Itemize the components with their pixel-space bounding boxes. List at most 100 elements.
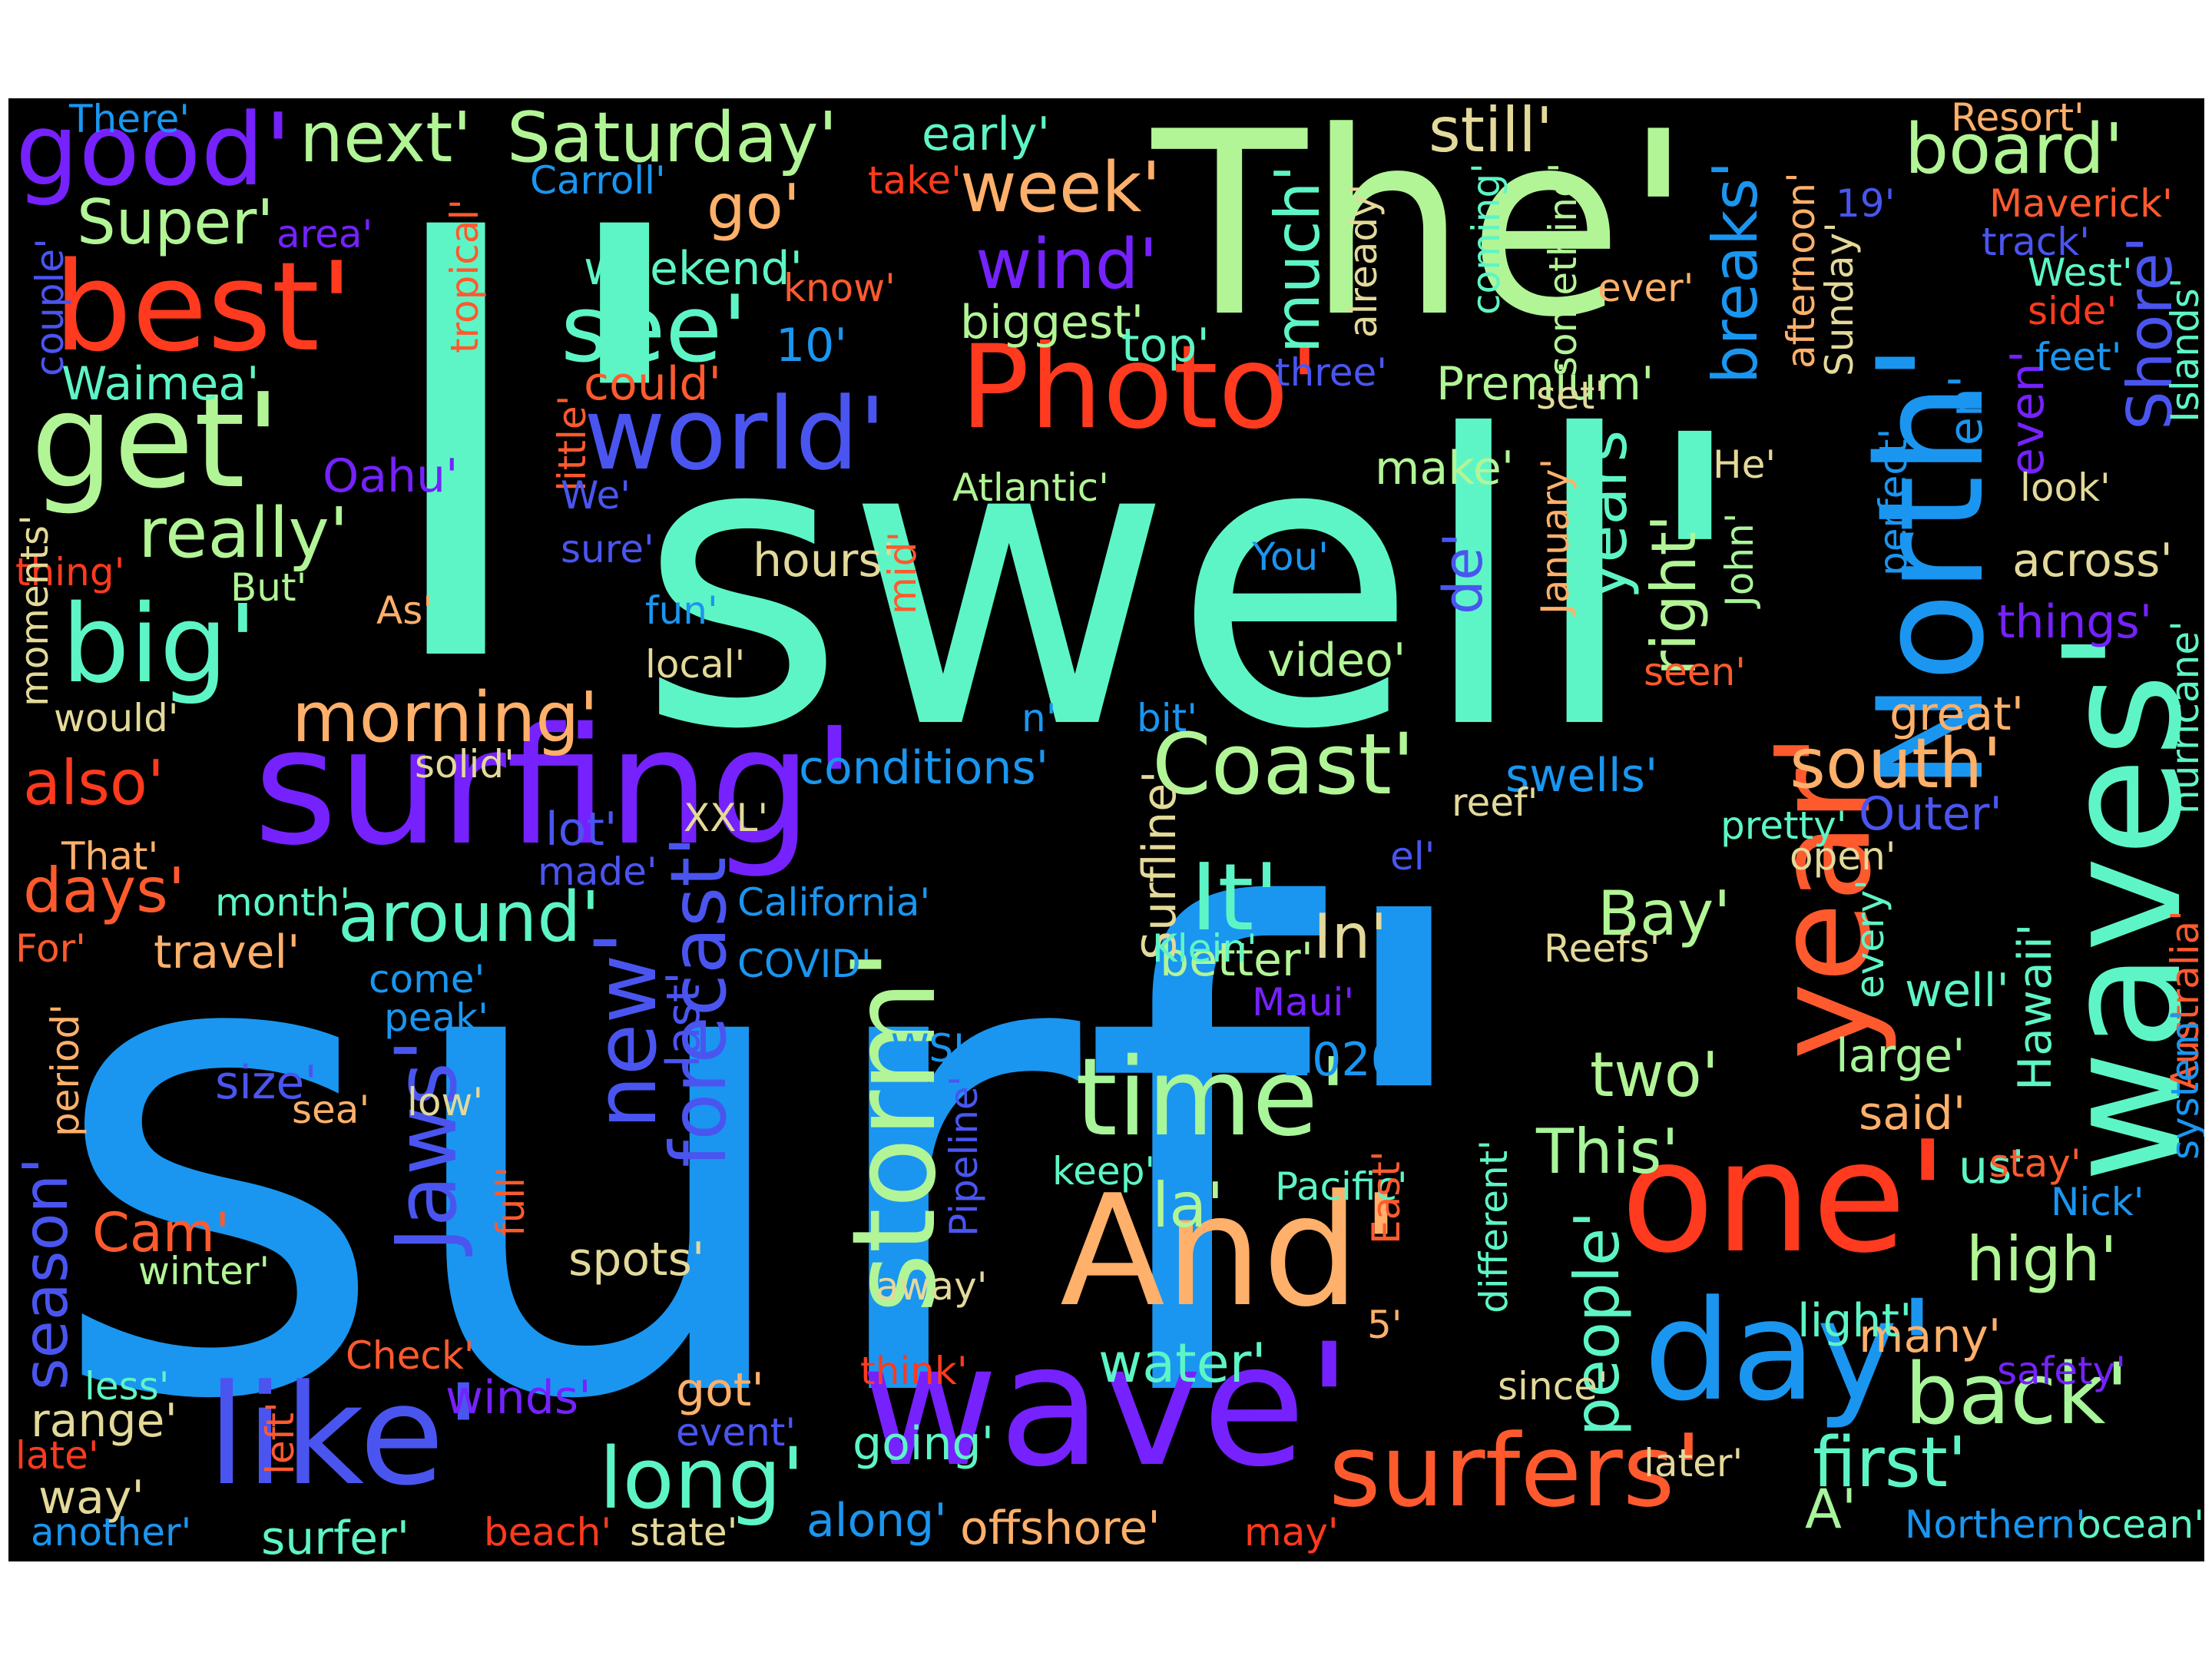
cloud-word: pretty' [1720, 803, 1847, 848]
cloud-word: something' [1541, 162, 1585, 376]
cloud-word: morning' [292, 677, 599, 758]
cloud-word: time' [1075, 1035, 1348, 1161]
cloud-word: Oahu' [323, 449, 459, 503]
cloud-word: would' [54, 696, 179, 740]
cloud-word: You' [1252, 535, 1329, 579]
cloud-word: month' [215, 880, 351, 925]
cloud-word: around' [338, 877, 601, 958]
cloud-word: bit' [1137, 696, 1197, 740]
cloud-word: full' [488, 1167, 533, 1237]
cloud-word: Hawaii' [2008, 923, 2062, 1091]
cloud-word: Klein' [1152, 926, 1257, 971]
cloud-word: seen' [1644, 650, 1747, 694]
cloud-word: And' [1060, 1162, 1402, 1341]
cloud-word: two' [1590, 1039, 1719, 1111]
cloud-word: surfer' [261, 1512, 410, 1561]
cloud-word: hurricane' [2163, 621, 2204, 814]
cloud-word: This' [1536, 1116, 1679, 1187]
cloud-word: less' [84, 1364, 170, 1409]
cloud-word: across' [2012, 534, 2173, 588]
cloud-word: week' [960, 147, 1161, 228]
cloud-word: Pacific' [1275, 1164, 1408, 1209]
cloud-word: 19' [1836, 181, 1896, 226]
cloud-word: system' [2163, 1010, 2204, 1160]
cloud-word: water' [1098, 1332, 1267, 1395]
cloud-word: well' [1905, 964, 2009, 1018]
cloud-word: Waimea' [61, 357, 260, 411]
cloud-word: I' [369, 104, 706, 793]
cloud-word: later' [1644, 1441, 1743, 1485]
cloud-word: moments' [12, 515, 57, 707]
cloud-word: winter' [138, 1249, 270, 1293]
cloud-word: spots' [568, 1233, 705, 1286]
cloud-word: early' [922, 108, 1051, 161]
cloud-word: area' [276, 212, 373, 257]
cloud-word: He' [1713, 442, 1777, 487]
cloud-word: surf' [46, 775, 1495, 1544]
cloud-word: said' [1859, 1087, 1966, 1141]
cloud-word: Northern' [1905, 1502, 2086, 1547]
cloud-word: next' [300, 98, 472, 178]
cloud-word: ever' [1598, 266, 1694, 310]
cloud-word: There' [69, 98, 190, 141]
cloud-word: conditions' [799, 741, 1049, 795]
cloud-word: days' [23, 855, 185, 926]
cloud-word: mid' [880, 531, 925, 614]
cloud-word: Atlantic' [952, 465, 1109, 510]
cloud-word: John' [1717, 512, 1762, 607]
cloud-word: day' [1644, 1271, 1936, 1432]
cloud-word: south' [1790, 724, 2002, 804]
cloud-word: best' [54, 235, 354, 379]
cloud-word: many' [1859, 1310, 2002, 1363]
cloud-word: great' [1889, 687, 2025, 741]
cloud-word: Reefs' [1544, 926, 1661, 971]
cloud-word: set' [1536, 373, 1606, 418]
cloud-word: stay' [1989, 1141, 2081, 1186]
cloud-word: years' [1569, 412, 1641, 599]
cloud-word: Jaws' [377, 1038, 475, 1252]
cloud-word: long' [599, 1429, 805, 1528]
cloud-word: make' [1375, 442, 1515, 495]
cloud-word: could' [584, 357, 721, 411]
cloud-word: feet' [2035, 335, 2122, 379]
cloud-word: way' [38, 1471, 144, 1525]
cloud-word: one' [1621, 1108, 1949, 1287]
cloud-word: already' [1341, 184, 1386, 338]
cloud-word: couple' [28, 238, 72, 376]
cloud-word: see' [561, 276, 748, 383]
cloud-word: Cam' [92, 1201, 230, 1264]
cloud-word: high' [1966, 1224, 2118, 1295]
cloud-word: low' [407, 1080, 484, 1124]
cloud-word: still' [1429, 98, 1553, 166]
cloud-word: coming' [1464, 163, 1508, 315]
cloud-word: In' [1313, 901, 1388, 972]
cloud-word: beach' [484, 1510, 612, 1555]
cloud-word: peak' [384, 995, 488, 1040]
cloud-word: Sunday' [1817, 222, 1862, 376]
cloud-word: board' [1905, 109, 2124, 190]
cloud-word: thing' [15, 550, 125, 594]
cloud-word: perfect' [1871, 428, 1916, 576]
cloud-word: side' [2028, 289, 2118, 333]
cloud-word: 5' [1367, 1303, 1402, 1347]
cloud-word: ocean' [2078, 1502, 2204, 1547]
cloud-word: hours' [753, 534, 896, 588]
cloud-word: storm' [828, 948, 962, 1313]
cloud-word: Maui' [1252, 980, 1355, 1025]
cloud-word: three' [1275, 350, 1388, 395]
cloud-word: breaks' [1700, 161, 1771, 384]
cloud-word: big' [61, 582, 258, 707]
cloud-word: top' [1121, 319, 1210, 373]
cloud-word: since' [1498, 1364, 1608, 1409]
cloud-word: fun' [645, 588, 718, 633]
cloud-word: much' [1262, 164, 1333, 353]
cloud-word: local' [645, 642, 746, 687]
cloud-word: wave' [860, 1307, 1353, 1504]
cloud-word: It' [1190, 845, 1280, 952]
cloud-word: But' [230, 565, 307, 610]
cloud-word: Bay' [1598, 878, 1731, 949]
cloud-word: That' [61, 834, 159, 879]
cloud-word: better' [1160, 933, 1314, 987]
cloud-word: know' [783, 266, 896, 310]
cloud-word: keep' [1052, 1149, 1156, 1194]
